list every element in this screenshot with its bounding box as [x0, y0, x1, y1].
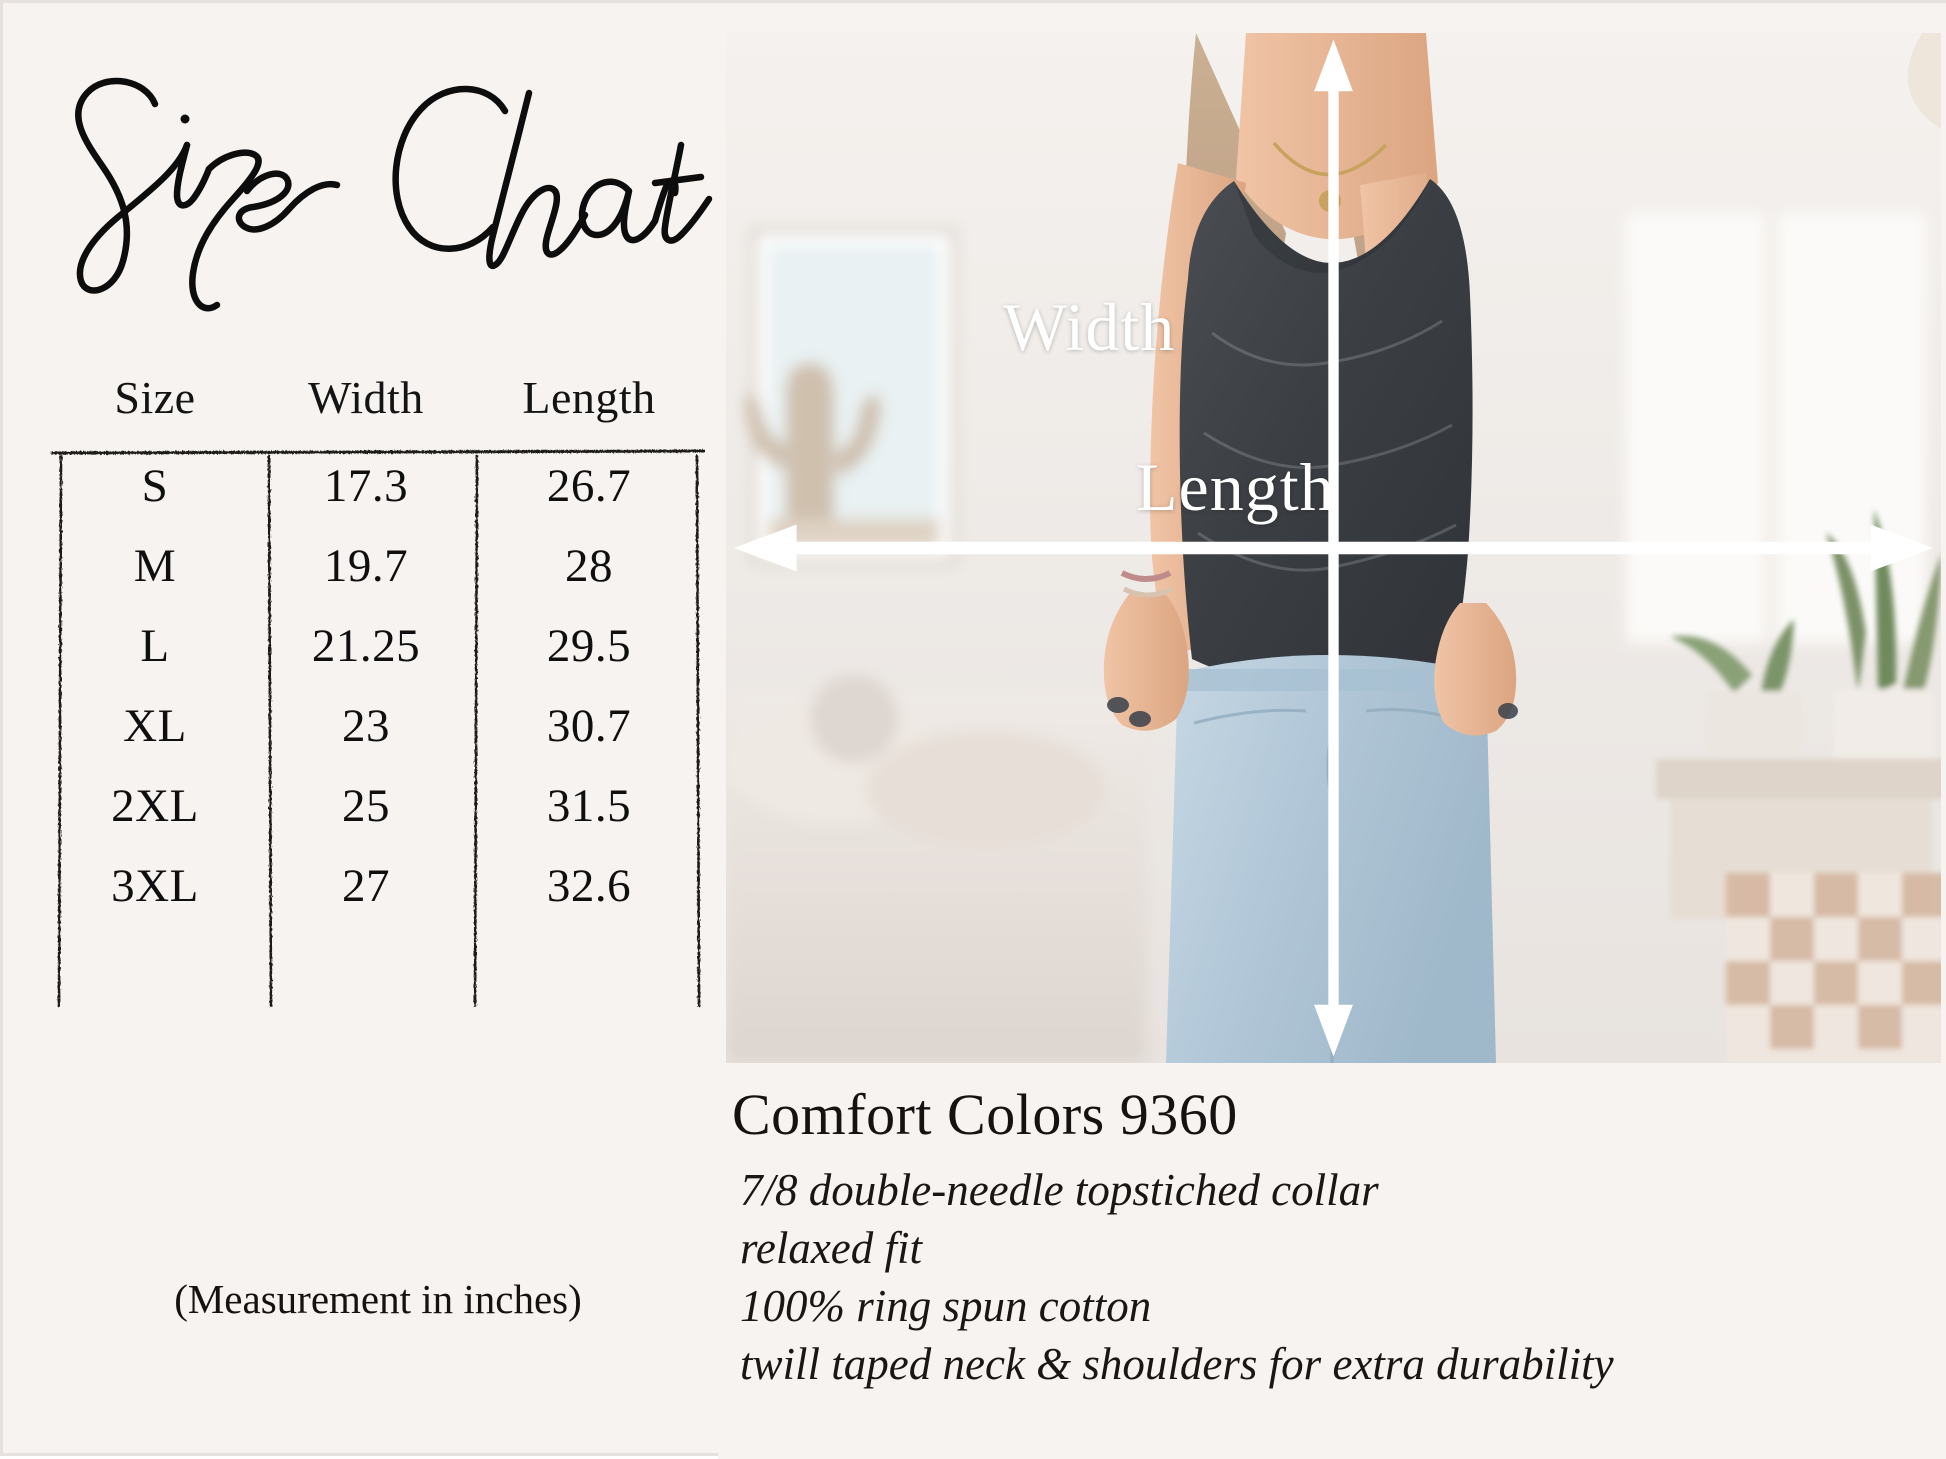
table-row: M 19.7 28 — [47, 526, 709, 606]
cell-length: 26.7 — [546, 460, 632, 512]
cell-size: S — [141, 460, 169, 512]
width-annotation-label: Width — [1003, 289, 1176, 365]
cell-length: 31.5 — [546, 780, 632, 832]
cell-length: 30.7 — [546, 700, 632, 752]
cell-size: M — [133, 540, 177, 592]
product-feature: relaxed fit — [740, 1223, 923, 1273]
table-row: XL 23 30.7 — [47, 686, 709, 766]
column-header-length: Length — [522, 372, 656, 423]
cell-length: 32.6 — [546, 860, 632, 912]
measurement-note: (Measurement in inches) — [174, 1276, 582, 1322]
cell-size: 2XL — [111, 780, 199, 832]
cell-length: 28 — [565, 540, 613, 592]
table-row: S 17.3 26.7 — [47, 446, 709, 526]
column-header-width: Width — [308, 372, 424, 423]
product-title: Comfort Colors 9360 — [732, 1082, 1238, 1147]
product-feature: 100% ring spun cotton — [740, 1281, 1152, 1331]
page-title — [37, 49, 717, 319]
table-header-row: Size Width Length — [47, 371, 709, 446]
table-row: 3XL 27 32.6 — [47, 846, 709, 926]
product-feature: 7/8 double-needle topstiched collar — [740, 1165, 1379, 1215]
cell-width: 23 — [342, 700, 390, 752]
cell-size: L — [140, 620, 170, 672]
cell-width: 25 — [342, 780, 390, 832]
length-arrow-icon — [1314, 39, 1353, 1057]
size-table-wrapper: Size Width Length S 17.3 26.7 M 19.7 28 … — [47, 371, 709, 1071]
column-header-size: Size — [114, 372, 196, 423]
product-photo: Width Length — [726, 33, 1941, 1063]
size-table: Size Width Length S 17.3 26.7 M 19.7 28 … — [47, 371, 709, 926]
product-feature: twill taped neck & shoulders for extra d… — [740, 1339, 1614, 1389]
table-row: 2XL 25 31.5 — [47, 766, 709, 846]
cell-length: 29.5 — [546, 620, 632, 672]
right-panel: Width Length Comfort Colors 9360 7/8 dou — [718, 3, 1946, 1459]
cell-width: 17.3 — [323, 460, 409, 512]
cell-size: XL — [123, 700, 187, 752]
left-panel: Size Width Length S 17.3 26.7 M 19.7 28 … — [3, 3, 718, 1453]
cell-size: 3XL — [111, 860, 199, 912]
product-features: 7/8 double-needle topstiched collar rela… — [740, 1161, 1930, 1393]
table-row: L 21.25 29.5 — [47, 606, 709, 686]
cell-width: 19.7 — [323, 540, 409, 592]
length-annotation-label: Length — [1136, 449, 1335, 525]
cell-width: 21.25 — [311, 620, 421, 672]
cell-width: 27 — [342, 860, 390, 912]
